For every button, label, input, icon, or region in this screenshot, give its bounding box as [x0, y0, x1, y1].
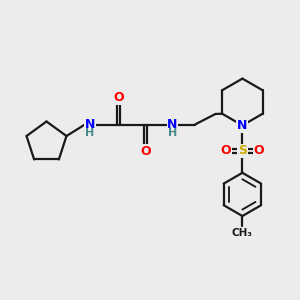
Text: H: H: [85, 128, 94, 138]
Text: O: O: [254, 144, 264, 158]
Text: S: S: [238, 144, 247, 158]
Text: CH₃: CH₃: [232, 227, 253, 238]
Text: N: N: [237, 119, 248, 132]
Text: O: O: [140, 145, 151, 158]
Text: N: N: [85, 118, 95, 131]
Text: H: H: [168, 128, 177, 138]
Text: O: O: [220, 144, 231, 158]
Text: O: O: [113, 91, 124, 104]
Text: N: N: [167, 118, 178, 131]
